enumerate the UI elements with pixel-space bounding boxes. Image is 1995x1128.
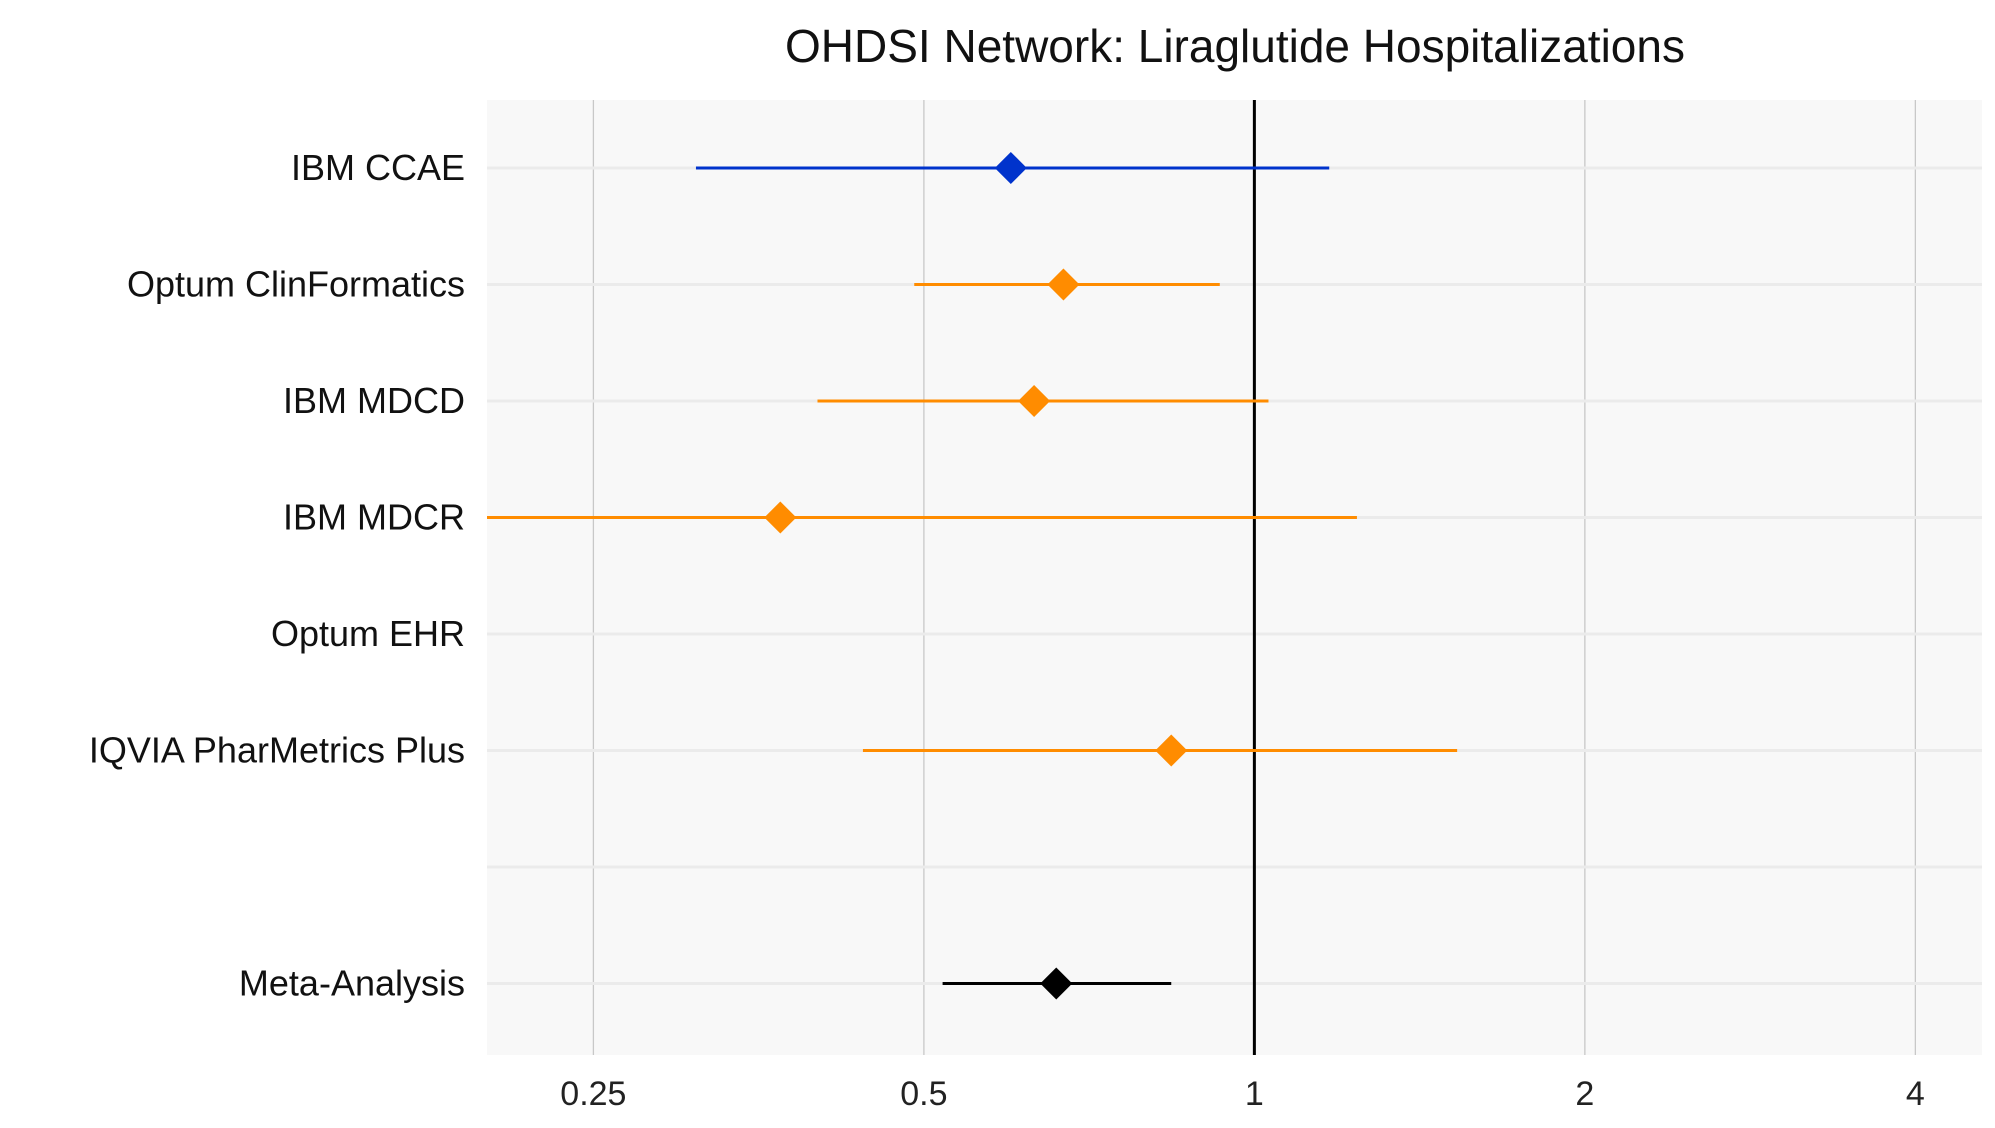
x-tick-label: 0.5 bbox=[900, 1075, 947, 1113]
estimate-point bbox=[1040, 967, 1073, 1000]
estimate-point bbox=[994, 152, 1027, 184]
x-tick-label: 4 bbox=[1906, 1075, 1925, 1113]
y-axis-label: Optum EHR bbox=[271, 613, 465, 654]
y-axis-label: Meta-Analysis bbox=[239, 963, 465, 1004]
y-axis-label: IBM CCAE bbox=[291, 147, 465, 188]
x-tick-label: 2 bbox=[1575, 1075, 1594, 1113]
x-axis-tick-labels: 0.25 0.5 1 2 4 bbox=[560, 1075, 1925, 1113]
estimate-point bbox=[764, 501, 797, 534]
x-tick-label: 0.25 bbox=[560, 1075, 626, 1113]
x-tick-label: 1 bbox=[1245, 1075, 1264, 1113]
chart-title: OHDSI Network: Liraglutide Hospitalizati… bbox=[785, 20, 1685, 72]
plot-panel bbox=[487, 100, 1982, 1055]
y-axis-label: IQVIA PharMetrics Plus bbox=[89, 730, 465, 771]
y-axis-label: IBM MDCR bbox=[283, 497, 465, 538]
y-axis-label: Optum ClinFormatics bbox=[127, 264, 465, 305]
forest-marks bbox=[487, 152, 1458, 1000]
estimate-point bbox=[1155, 734, 1188, 767]
estimate-point bbox=[1018, 385, 1051, 417]
estimate-point bbox=[1047, 268, 1080, 301]
y-axis-labels: IBM CCAE Optum ClinFormatics IBM MDCD IBM M… bbox=[89, 147, 465, 1004]
y-axis-label: IBM MDCD bbox=[283, 380, 465, 421]
